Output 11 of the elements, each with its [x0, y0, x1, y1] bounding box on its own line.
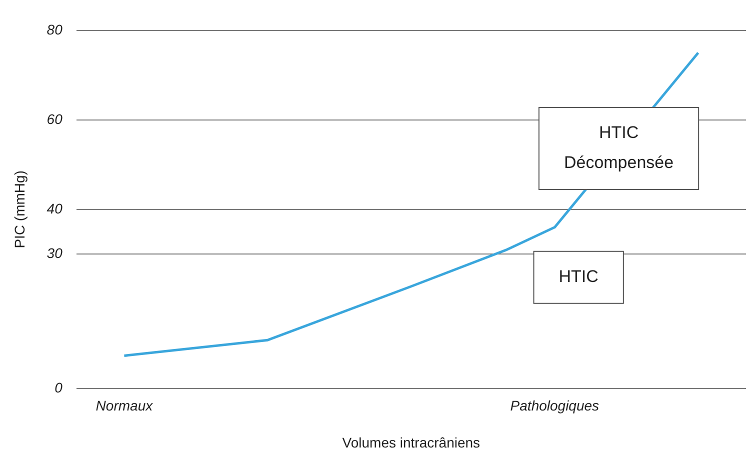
- y-tick-label: 80: [46, 21, 63, 38]
- annotation: HTIC Décompensée: [564, 123, 674, 172]
- y-axis-title: PIC (mmHg): [11, 170, 28, 248]
- y-tick-label: 60: [46, 110, 63, 127]
- y-tick-label: 0: [54, 379, 63, 396]
- annotation: HTIC: [558, 267, 598, 286]
- y-tick-label: 40: [46, 200, 63, 216]
- x-tick-label: Normaux: [96, 398, 154, 414]
- x-axis-title: Volumes intracrâniens: [342, 434, 480, 450]
- y-tick-label: 30: [46, 245, 63, 262]
- x-tick-label: Pathologiques: [510, 398, 600, 414]
